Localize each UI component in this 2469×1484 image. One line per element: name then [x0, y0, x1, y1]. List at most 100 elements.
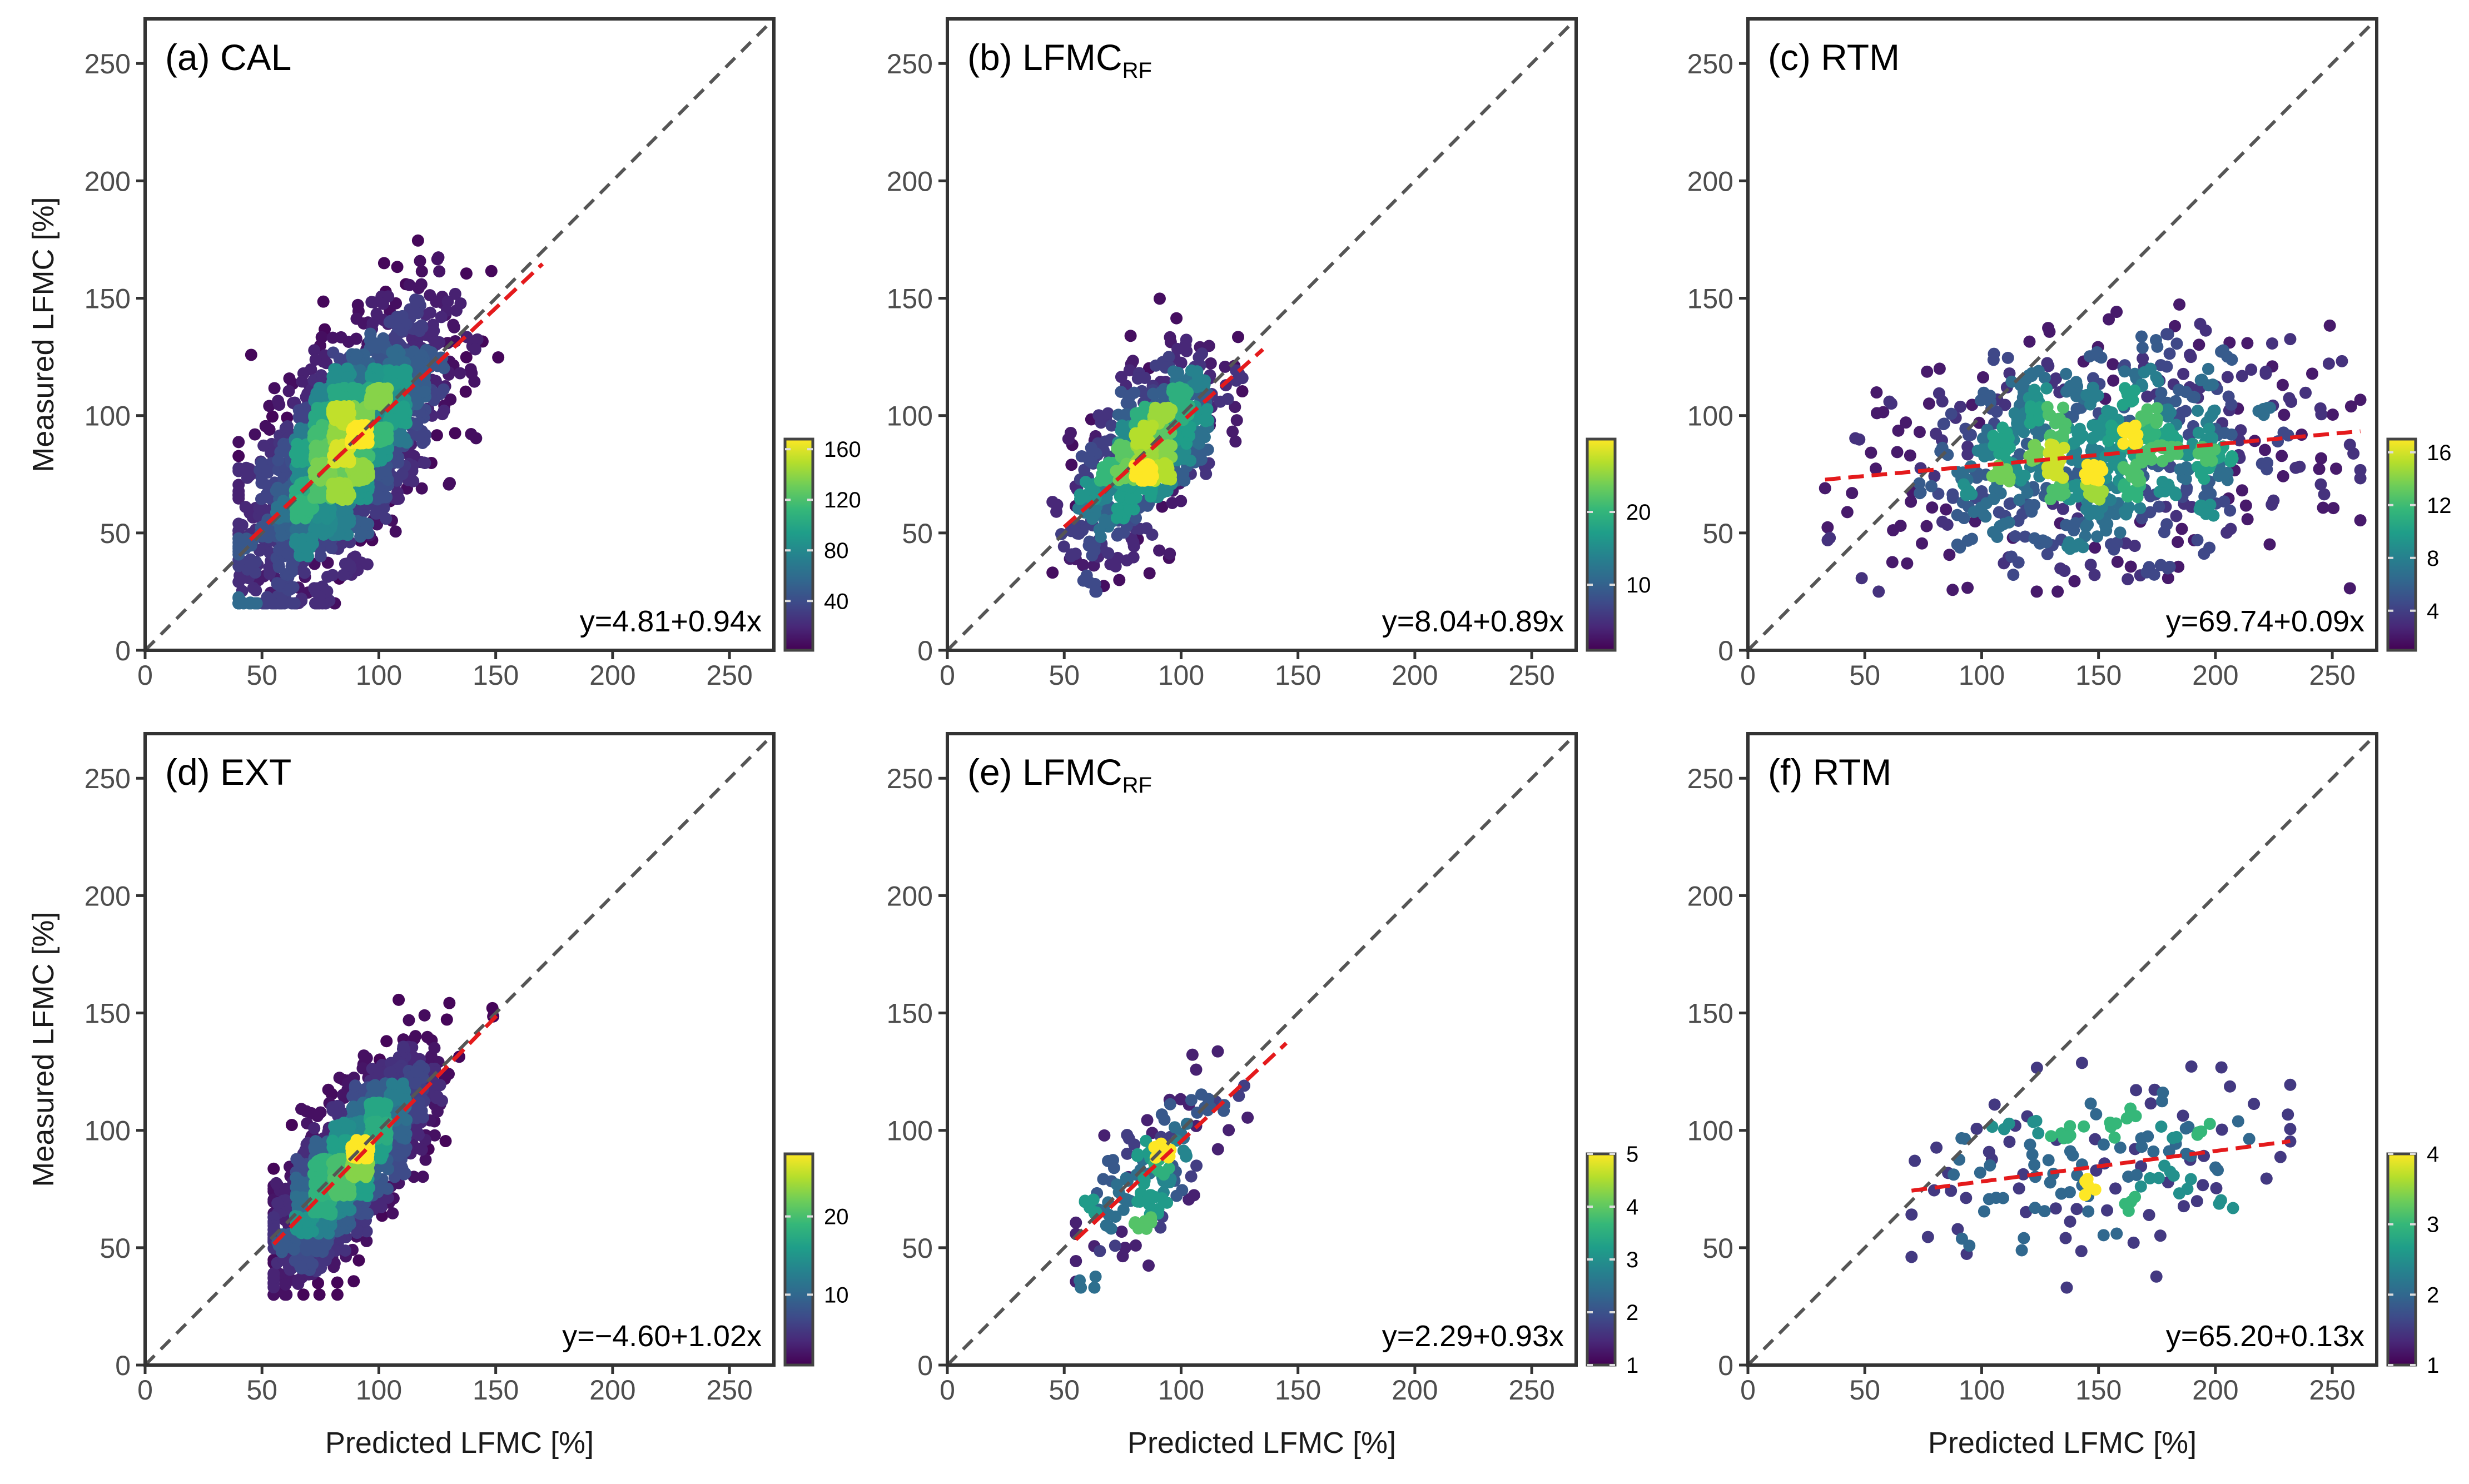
- data-point: [1964, 487, 1976, 500]
- data-point: [2175, 522, 2188, 535]
- data-point: [2277, 470, 2289, 482]
- data-point: [314, 550, 327, 562]
- panel-title-text: (a) CAL: [165, 37, 291, 78]
- data-point: [459, 385, 472, 398]
- data-point: [1900, 416, 1912, 429]
- x-tick-label: 150: [2075, 660, 2122, 691]
- data-point: [2225, 428, 2238, 441]
- y-axis-label: Measured LFMC [%]: [27, 197, 60, 472]
- data-point: [333, 352, 346, 365]
- data-point: [415, 278, 428, 291]
- data-point: [1996, 421, 2009, 434]
- colorbar-tick-label: 12: [2427, 494, 2452, 518]
- data-point: [2057, 401, 2070, 414]
- data-point: [244, 469, 256, 482]
- data-point: [1085, 456, 1098, 469]
- data-point: [2241, 337, 2254, 350]
- data-point: [1846, 487, 1859, 500]
- data-point: [1974, 394, 1987, 407]
- data-point: [288, 597, 301, 610]
- data-point: [282, 547, 295, 560]
- x-tick-label: 250: [706, 660, 752, 691]
- data-point: [1978, 450, 1991, 462]
- data-point: [1065, 459, 1078, 471]
- data-point: [1074, 492, 1086, 505]
- data-point: [1162, 472, 1175, 485]
- data-point: [1153, 544, 1166, 557]
- data-point: [1181, 425, 1194, 438]
- data-point: [1116, 419, 1129, 432]
- data-point: [310, 387, 323, 400]
- data-point: [344, 559, 356, 572]
- data-point: [285, 1119, 298, 1132]
- data-point: [2207, 405, 2220, 417]
- data-point: [2323, 319, 2336, 332]
- data-point: [2134, 502, 2147, 515]
- data-point: [2058, 441, 2070, 454]
- data-point: [1153, 292, 1166, 305]
- data-point: [448, 321, 461, 333]
- data-point: [347, 1275, 360, 1288]
- data-point: [2060, 367, 2073, 380]
- data-point: [412, 358, 425, 371]
- data-point: [454, 297, 467, 310]
- data-point: [2245, 363, 2258, 376]
- data-point: [2138, 366, 2150, 379]
- data-point: [304, 1240, 317, 1253]
- data-point: [2192, 426, 2205, 439]
- data-point: [2160, 518, 2173, 531]
- data-point: [250, 555, 262, 568]
- data-point: [2259, 444, 2272, 456]
- data-point: [2221, 371, 2234, 384]
- data-point: [1124, 330, 1137, 342]
- data-point: [255, 476, 268, 489]
- data-point: [1092, 409, 1105, 422]
- data-point: [267, 1271, 280, 1284]
- data-point: [2046, 439, 2059, 451]
- data-point: [1096, 468, 1109, 481]
- data-point: [2278, 409, 2291, 421]
- data-point: [2261, 401, 2274, 414]
- data-point: [2024, 501, 2036, 514]
- data-point: [349, 550, 361, 563]
- y-tick-label: 0: [917, 635, 933, 666]
- data-point: [267, 1162, 280, 1175]
- data-point: [2314, 402, 2327, 415]
- data-point: [245, 348, 257, 361]
- data-point: [1093, 523, 1106, 536]
- data-point: [2306, 367, 2318, 380]
- data-point: [365, 340, 378, 353]
- x-tick-label: 100: [1158, 660, 1204, 691]
- data-point: [2315, 452, 2328, 465]
- data-point: [301, 1227, 314, 1240]
- data-point: [342, 336, 355, 348]
- data-point: [2120, 508, 2133, 521]
- colorbar-tick-label: 120: [824, 488, 861, 512]
- data-point: [2170, 337, 2183, 350]
- data-point: [2140, 412, 2153, 425]
- data-point: [1050, 505, 1063, 518]
- data-point: [255, 492, 268, 505]
- data-point: [1936, 395, 1949, 408]
- data-point: [433, 265, 446, 278]
- data-point: [282, 385, 295, 397]
- data-point: [2150, 412, 2163, 425]
- y-tick-label: 250: [1687, 48, 1733, 79]
- data-point: [2087, 504, 2099, 517]
- data-point: [1962, 429, 1975, 441]
- data-point: [232, 436, 245, 449]
- data-point: [325, 542, 338, 555]
- data-point: [1219, 360, 1231, 373]
- data-point: [2030, 585, 2043, 598]
- data-point: [430, 1092, 443, 1104]
- scatter-points: [267, 993, 500, 1301]
- data-point: [2235, 484, 2248, 497]
- data-point: [378, 338, 391, 351]
- data-point: [2041, 547, 2054, 560]
- data-point: [2266, 337, 2278, 350]
- data-point: [2267, 494, 2280, 507]
- regression-equation: y=8.04+0.89x: [1382, 605, 1564, 638]
- data-point: [272, 395, 285, 407]
- data-point: [2071, 490, 2084, 503]
